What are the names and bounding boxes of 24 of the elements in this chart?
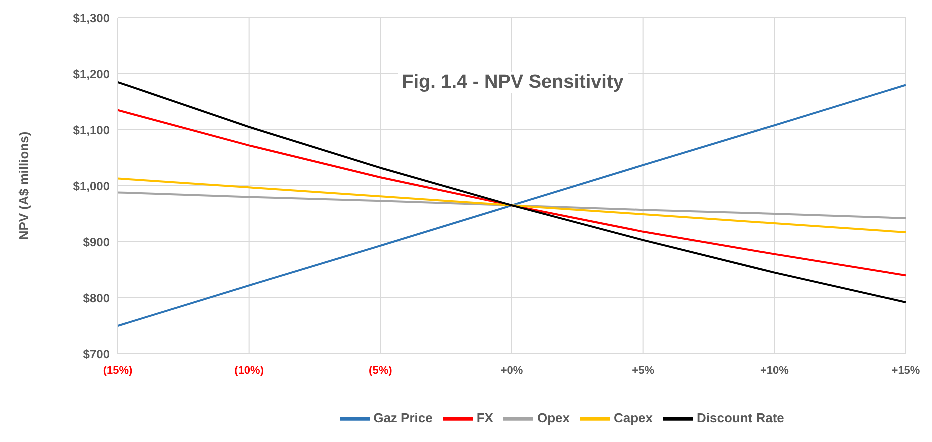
y-tick-label: $1,100: [73, 123, 110, 138]
x-tick-label: (10%): [234, 365, 264, 377]
y-tick-label: $700: [83, 347, 110, 362]
legend-label: Gaz Price: [374, 410, 433, 426]
x-tick-label: (5%): [369, 365, 393, 377]
line-series: [118, 109, 906, 277]
x-tick-label: +10%: [760, 365, 790, 377]
y-tick-label: $1,200: [73, 67, 110, 82]
legend-label: FX: [476, 410, 494, 426]
x-tick-label: +15%: [892, 365, 920, 377]
y-axis-title: NPV (A$ millions): [16, 132, 32, 240]
text: Fig. 1.4 - NPV Sensitivity: [398, 72, 628, 93]
x-tick-label: +0%: [500, 365, 524, 377]
legend-label: Opex: [537, 410, 570, 426]
y-tick-label: $1,000: [73, 179, 110, 194]
legend-label: Capex: [614, 410, 654, 426]
x-tick-label: +5%: [632, 365, 655, 377]
legend-label: Discount Rate: [697, 410, 784, 426]
y-tick-label: $900: [83, 235, 110, 250]
x-tick-label: (15%): [103, 365, 134, 377]
line-series: [118, 192, 906, 220]
y-tick-label: $1,300: [73, 11, 110, 26]
y-tick-label: $800: [83, 291, 110, 306]
line-series: [118, 178, 906, 234]
